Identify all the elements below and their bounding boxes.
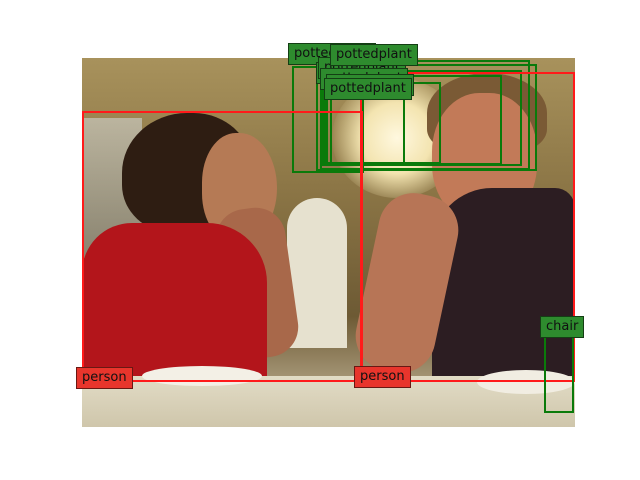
chair-box <box>544 328 574 413</box>
person-box <box>82 111 363 382</box>
plate-right <box>477 370 575 394</box>
woman-shirt <box>82 223 267 388</box>
pottedplant-box <box>320 60 530 170</box>
pottedplant-box <box>316 64 537 171</box>
person-label: person <box>354 366 411 388</box>
chair-label: chair <box>540 316 585 338</box>
person-label: person <box>76 367 133 389</box>
photo <box>82 58 575 427</box>
pottedplant-label: pottedplant <box>330 44 418 66</box>
person-box <box>360 72 575 382</box>
pottedplant-box <box>322 70 522 166</box>
pottedplant-label: pottedplant <box>324 78 412 100</box>
